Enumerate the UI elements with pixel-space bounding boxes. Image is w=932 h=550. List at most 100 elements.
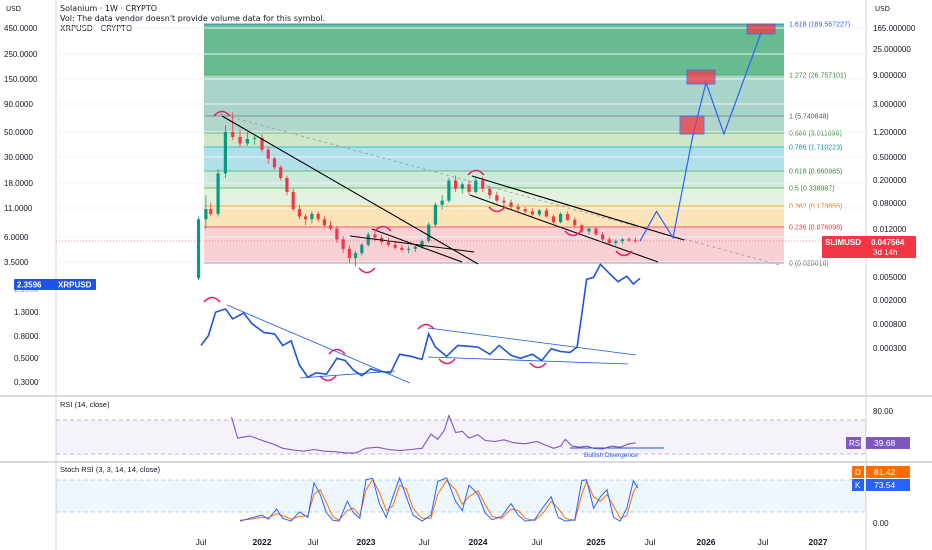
stoch-title: Stoch RSI (3, 3, 14, 14, close) xyxy=(60,465,161,474)
candle-body xyxy=(341,239,345,249)
right-axis-tick: 165.000000 xyxy=(873,24,916,33)
stoch-d-label: D xyxy=(855,468,861,477)
candle-body xyxy=(516,206,520,210)
stoch-d-value: 81.42 xyxy=(874,467,896,477)
left-axis-tick: 50.0000 xyxy=(4,128,33,137)
fib-label-1: 1 (5.740848) xyxy=(789,114,829,121)
x-axis-label: Jul xyxy=(532,537,543,547)
slim-countdown: 3d 14h xyxy=(873,248,897,257)
xrp-wedge-line xyxy=(299,370,396,379)
right-axis-tick: 0.005000 xyxy=(873,273,907,282)
candle-body xyxy=(551,216,556,223)
fib-label-1.272: 1.272 (26.757101) xyxy=(789,73,846,80)
stoch-d-tag xyxy=(852,466,864,478)
stoch-k-value-tag xyxy=(866,479,910,491)
fib-band xyxy=(204,24,784,75)
arc-marker xyxy=(374,225,392,232)
candle-body xyxy=(253,137,257,139)
candle-body xyxy=(272,158,277,168)
left-axis-tick: 6.0000 xyxy=(4,233,29,242)
fib-band xyxy=(204,227,784,263)
projection-path xyxy=(639,29,763,242)
arc-marker xyxy=(488,206,506,213)
right-axis-tick: 0.000300 xyxy=(873,344,907,353)
candle-body xyxy=(297,209,302,217)
candle-body xyxy=(502,200,506,203)
candle-body xyxy=(279,167,283,179)
candle-body xyxy=(304,216,308,220)
xrp-series-line xyxy=(200,263,641,379)
wedge-line xyxy=(371,228,463,263)
x-axis-label: 2027 xyxy=(809,537,828,547)
candle-body xyxy=(406,248,411,250)
stoch-d-line xyxy=(239,478,639,522)
right-axis-tick: 0.080000 xyxy=(873,199,907,208)
rsi-band xyxy=(56,420,866,454)
rsi-last-value: 39.68 xyxy=(874,438,896,448)
right-axis-tick: 0.500000 xyxy=(873,153,907,162)
right-axis-tick: 1.200000 xyxy=(873,128,907,137)
candle-body xyxy=(420,241,424,247)
candle-body xyxy=(566,213,570,220)
stoch-d-value-tag xyxy=(866,466,910,478)
stoch-k-value: 73.54 xyxy=(874,480,896,490)
fib-label-1.618: 1.618 (189.567227) xyxy=(789,22,850,29)
right-axis-tick: 9.000000 xyxy=(873,71,907,80)
slim-symbol: SLIMUSD xyxy=(825,238,861,247)
dashed-trendline xyxy=(219,113,781,266)
xrp-wedge-line xyxy=(226,304,411,384)
arc-marker xyxy=(203,296,221,303)
candle-body xyxy=(544,210,549,217)
candle-body xyxy=(347,248,351,259)
candle-body xyxy=(285,178,289,192)
xrp-last-value: 2.3596 xyxy=(17,281,42,290)
candle-body xyxy=(354,253,358,259)
fib-label-0.786: 0.786 (1.710223) xyxy=(789,145,842,152)
candle-body xyxy=(627,239,631,241)
fib-band xyxy=(204,206,784,227)
stoch-axis-tick: 0.00 xyxy=(873,519,889,528)
right-axis-tick: 3.000000 xyxy=(873,100,907,109)
left-axis-tick-lower: 1.3000 xyxy=(14,308,39,317)
candle-body xyxy=(607,239,611,243)
arc-marker xyxy=(564,230,582,237)
candle-body xyxy=(614,241,618,243)
arc-marker xyxy=(438,358,456,365)
left-axis-tick: 450.0000 xyxy=(4,24,38,33)
arc-marker xyxy=(417,323,435,330)
fib-label-0.886: 0.886 (3.011698) xyxy=(789,131,842,138)
stoch-k-label: K xyxy=(855,481,861,490)
x-axis-label: Jul xyxy=(758,537,769,547)
arc-marker xyxy=(213,110,231,117)
right-axis-tick: 0.012000 xyxy=(873,225,907,234)
candle-body xyxy=(373,234,377,238)
arc-marker xyxy=(328,348,346,355)
xrp-wedge-line xyxy=(427,327,637,356)
candle-body xyxy=(474,180,478,192)
arc-marker xyxy=(615,250,633,257)
candle-body xyxy=(266,149,270,159)
stoch-k-tag xyxy=(852,479,864,491)
stoch-k-line xyxy=(239,476,639,522)
candle-body xyxy=(316,213,320,220)
left-axis-tick: 150.0000 xyxy=(4,75,38,84)
candle-body xyxy=(530,211,534,215)
candle-body xyxy=(440,200,444,205)
x-axis-label: 2022 xyxy=(253,537,272,547)
stoch-band xyxy=(56,480,866,512)
rsi-value-tag xyxy=(866,437,910,449)
rsi-line xyxy=(230,413,636,454)
target-box xyxy=(686,69,716,85)
candle-body xyxy=(196,219,201,279)
rsi-label: RSI xyxy=(849,439,862,448)
arc-marker xyxy=(529,362,547,369)
candle-body xyxy=(322,219,326,226)
chart-title: Solanium · 1W · CRYPTO xyxy=(60,4,158,13)
arc-marker xyxy=(358,267,376,274)
fib-band xyxy=(204,133,784,147)
candle-body xyxy=(454,180,458,189)
left-axis-tick-lower: 0.5000 xyxy=(14,354,39,363)
slim-last-value: 0.047564 xyxy=(871,238,905,247)
x-axis-label: Jul xyxy=(645,537,656,547)
